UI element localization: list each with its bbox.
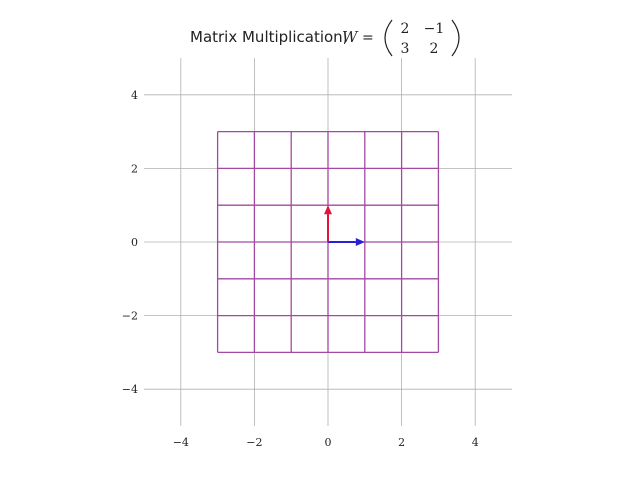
x-tick-label: 2 [398, 436, 405, 449]
x-tick-label: −4 [173, 436, 189, 449]
y-tick-label: 2 [131, 162, 138, 175]
matrix-cell-21: 3 [401, 41, 410, 57]
matrix-right-paren [451, 19, 460, 57]
matrix-cell-22: 2 [430, 41, 439, 57]
title-equals: = [362, 30, 374, 46]
basis-vector-1-head [355, 238, 365, 246]
basis-vectors [324, 205, 365, 246]
title-symbol: W [342, 28, 359, 46]
tick-labels: −4 −2 0 2 4 −4 −2 0 2 4 [122, 89, 479, 449]
x-tick-label: −2 [246, 436, 262, 449]
matrix-cell-12: −1 [424, 21, 445, 37]
x-tick-label: 4 [472, 436, 479, 449]
y-tick-label: 4 [131, 89, 138, 102]
matrix-left-paren [384, 19, 393, 57]
y-tick-label: −2 [122, 310, 138, 323]
title-text: Matrix Multiplication, [190, 28, 347, 46]
y-tick-label: −4 [122, 383, 138, 396]
basis-vector-2-head [324, 205, 332, 215]
y-tick-label: 0 [131, 236, 138, 249]
chart-title: Matrix Multiplication, W = 2 −1 3 2 [190, 19, 460, 57]
x-tick-label: 0 [325, 436, 332, 449]
matrix-cell-11: 2 [401, 21, 410, 37]
